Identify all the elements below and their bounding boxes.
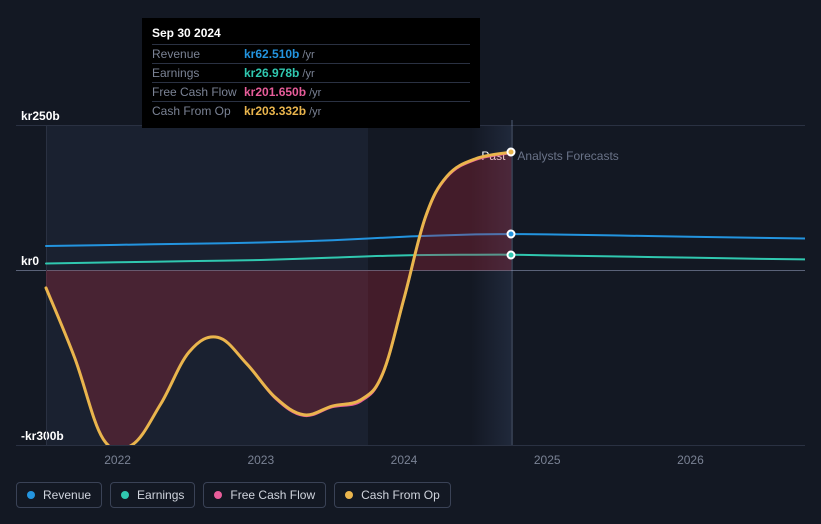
tooltip-suffix: /yr — [302, 49, 314, 61]
x-axis-label: 2024 — [391, 453, 418, 467]
legend-dot — [27, 491, 35, 499]
legend-item[interactable]: Earnings — [110, 482, 195, 508]
legend-item[interactable]: Free Cash Flow — [203, 482, 326, 508]
tooltip-label: Free Cash Flow — [152, 85, 244, 99]
x-axis-label: 2026 — [677, 453, 704, 467]
legend-item[interactable]: Revenue — [16, 482, 102, 508]
legend-item[interactable]: Cash From Op — [334, 482, 451, 508]
tooltip-value: kr26.978b — [244, 66, 299, 80]
chart-legend: Revenue Earnings Free Cash Flow Cash From O… — [16, 482, 451, 508]
x-axis-label: 2022 — [104, 453, 131, 467]
tooltip-row: Free Cash Flowkr201.650b/yr — [152, 82, 470, 101]
x-axis-label: 2023 — [247, 453, 274, 467]
tooltip-row: Cash From Opkr203.332b/yr — [152, 101, 470, 120]
tooltip-label: Revenue — [152, 47, 244, 61]
y-axis-label: kr250b — [21, 109, 60, 123]
legend-label: Cash From Op — [361, 488, 440, 502]
legend-dot — [121, 491, 129, 499]
tooltip-value: kr203.332b — [244, 104, 306, 118]
chart-svg — [16, 125, 805, 445]
tooltip-date: Sep 30 2024 — [152, 26, 470, 44]
legend-label: Earnings — [137, 488, 184, 502]
gridline-h — [16, 445, 805, 446]
financial-chart[interactable]: kr250bkr0-kr300bPastAnalysts Forecasts20… — [16, 125, 805, 445]
tooltip-suffix: /yr — [309, 106, 321, 118]
legend-dot — [214, 491, 222, 499]
tooltip-value: kr62.510b — [244, 47, 299, 61]
tooltip-value: kr201.650b — [244, 85, 306, 99]
tooltip-label: Earnings — [152, 66, 244, 80]
tooltip-row: Earningskr26.978b/yr — [152, 63, 470, 82]
series-marker — [507, 230, 516, 239]
series-marker — [507, 148, 516, 157]
legend-dot — [345, 491, 353, 499]
legend-label: Revenue — [43, 488, 91, 502]
legend-label: Free Cash Flow — [230, 488, 315, 502]
tooltip-label: Cash From Op — [152, 104, 244, 118]
series-marker — [507, 250, 516, 259]
chart-tooltip: Sep 30 2024 Revenuekr62.510b/yrEarningsk… — [142, 18, 480, 128]
tooltip-row: Revenuekr62.510b/yr — [152, 44, 470, 63]
x-axis-label: 2025 — [534, 453, 561, 467]
tooltip-suffix: /yr — [302, 68, 314, 80]
tooltip-suffix: /yr — [309, 87, 321, 99]
